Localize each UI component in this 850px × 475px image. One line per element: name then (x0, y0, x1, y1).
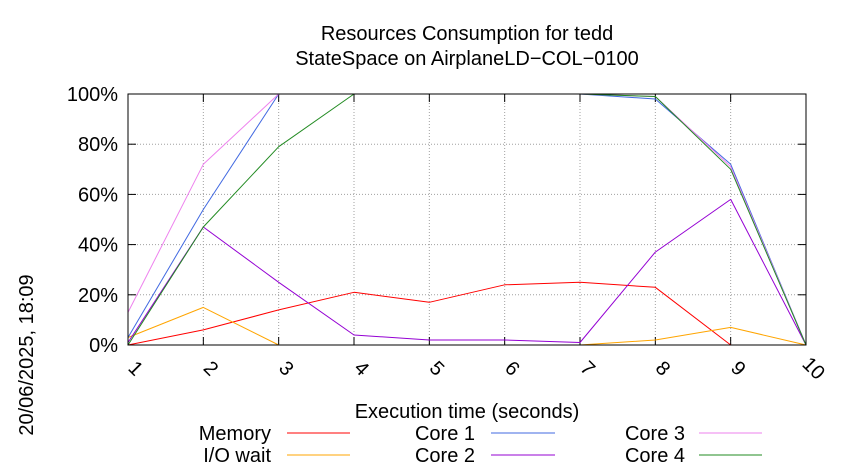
legend-label: Core 3 (625, 423, 685, 445)
y-tick-label: 60% (78, 184, 118, 206)
x-tick-label: 8 (651, 357, 674, 380)
y-tick-label: 20% (78, 285, 118, 307)
x-tick-label: 6 (500, 357, 523, 380)
grid (127, 93, 807, 346)
timestamp-label: 20/06/2025, 18:09 (16, 274, 38, 435)
x-axis-label: Execution time (seconds) (355, 401, 580, 423)
legend-label: Memory (199, 423, 271, 445)
x-tick-label: 5 (425, 357, 448, 380)
legend-label: I/O wait (203, 445, 271, 467)
x-tick-label: 4 (350, 357, 373, 380)
legend-label: Core 2 (415, 445, 475, 467)
x-tick-labels: 1 2 3 4 5 6 7 8 9 10 (124, 353, 829, 384)
chart-subtitle: StateSpace on AirplaneLD−COL−0100 (295, 48, 639, 70)
x-tick-label: 3 (274, 357, 297, 380)
plot-frame (127, 93, 807, 346)
y-tick-labels: 0% 20% 40% 60% 80% 100% (67, 84, 118, 357)
x-tick-label: 10 (798, 353, 829, 384)
legend-label: Core 1 (415, 423, 475, 445)
series-line-core-1 (127, 93, 807, 346)
legend-label: Core 4 (625, 445, 685, 467)
x-tick-label: 7 (576, 357, 599, 380)
y-tick-label: 100% (67, 84, 118, 106)
y-tick-label: 0% (89, 335, 118, 357)
series-line-memory (127, 281, 806, 346)
x-tick-label: 2 (199, 357, 222, 380)
series-line-i-o-wait (127, 306, 807, 346)
y-tick-label: 80% (78, 134, 118, 156)
x-tick-label: 9 (726, 357, 749, 380)
x-tick-label: 1 (124, 357, 147, 380)
series-line-core-3 (127, 93, 807, 346)
series-line-core-4 (127, 93, 807, 346)
y-tick-label: 40% (78, 235, 118, 257)
series-line-core-2 (127, 198, 807, 346)
series-lines (127, 93, 807, 346)
chart-title: Resources Consumption for tedd (321, 23, 613, 45)
